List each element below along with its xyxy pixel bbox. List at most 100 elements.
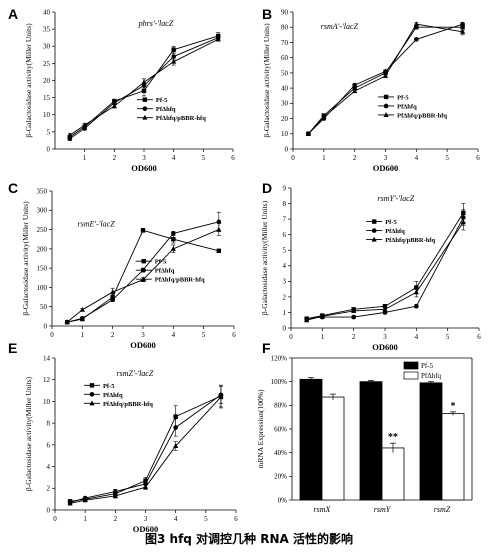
data-point xyxy=(382,304,388,309)
y-axis-label: mRNA Expression(100%) xyxy=(256,389,265,468)
data-point xyxy=(82,126,87,131)
series-line xyxy=(306,212,464,320)
data-point xyxy=(64,319,70,325)
y-tick-label: 80 xyxy=(281,24,289,32)
data-point xyxy=(352,88,358,94)
y-axis-label: β-Galactosidase activity(Miller Units) xyxy=(21,201,30,316)
y-tick-label: 12 xyxy=(43,376,51,384)
data-point xyxy=(216,219,222,225)
y-axis-label: β-Galactosidase activity(Miller Units) xyxy=(260,200,269,315)
x-axis-label: OD600 xyxy=(372,342,398,352)
legend-label: PfΔhfq xyxy=(156,106,176,113)
y-tick-label: 8 xyxy=(283,200,287,208)
y-tick-label: 10 xyxy=(43,111,51,119)
y-tick-label: 5 xyxy=(283,247,287,255)
x-tick-label: 4 xyxy=(172,154,176,162)
bar xyxy=(419,382,443,501)
data-point xyxy=(171,47,176,52)
significance-mark: * xyxy=(451,401,456,412)
y-axis-label: β-Galactosidase activity(Miller Units) xyxy=(24,376,33,491)
data-point xyxy=(459,28,466,34)
y-tick-label: 0 xyxy=(283,324,287,332)
y-tick-label: 10 xyxy=(281,130,289,138)
data-point xyxy=(82,497,88,503)
legend-marker xyxy=(372,219,377,224)
legend-label: PfΔhfq/pBBR-hfq xyxy=(156,115,206,122)
x-tick-label: 2 xyxy=(352,333,356,341)
series-line xyxy=(69,394,222,503)
legend-marker xyxy=(142,97,148,102)
y-tick-label: 8 xyxy=(47,420,51,428)
y-tick-label: 0 xyxy=(285,145,289,153)
data-point xyxy=(319,313,325,319)
y-tick-label: 10 xyxy=(43,398,51,406)
data-point xyxy=(304,317,310,323)
significance-mark: ** xyxy=(388,432,398,443)
x-tick-label: 1 xyxy=(83,154,87,162)
legend-label: PfΔhfq/pBBR-hfq xyxy=(103,401,153,408)
legend-swatch xyxy=(403,361,419,370)
legend-label: Pf-5 xyxy=(103,383,115,390)
x-tick-label: 1 xyxy=(322,154,326,162)
y-tick-label: 4 xyxy=(283,262,287,270)
data-point xyxy=(413,21,419,27)
series-2 xyxy=(67,33,221,142)
series-line xyxy=(66,229,220,323)
x-tick-label: 1 xyxy=(81,331,85,339)
y-tick-label: 0 xyxy=(47,145,51,153)
y-tick-label: 15 xyxy=(43,94,51,102)
data-point xyxy=(171,237,176,242)
legend-swatch xyxy=(403,371,419,380)
data-point xyxy=(352,82,357,88)
y-tick-label: 1 xyxy=(283,309,287,317)
y-tick-label: 0 xyxy=(47,506,51,514)
data-point xyxy=(171,58,177,64)
data-point xyxy=(414,303,419,309)
x-tick-label: 2 xyxy=(113,154,117,162)
data-point xyxy=(414,37,419,42)
x-tick-label: 5 xyxy=(202,154,206,162)
data-point xyxy=(218,394,224,400)
y-tick-label: 14 xyxy=(43,354,51,362)
x-tick-label: 0 xyxy=(53,515,57,523)
data-point xyxy=(141,79,147,85)
x-tick-label: 6 xyxy=(234,515,238,523)
x-tick-label: 0 xyxy=(50,331,54,339)
y-axis-label: β-Galactosidase activity(Miller Units) xyxy=(24,23,33,138)
bar xyxy=(321,396,345,501)
figure-caption: 图3 hfq 对调控几种 RNA 活性的影响 xyxy=(145,532,353,546)
data-point xyxy=(351,308,357,313)
panel-letter: B xyxy=(262,6,272,22)
category-label: rsmY xyxy=(374,505,392,514)
x-axis-label: OD600 xyxy=(130,340,156,350)
y-tick-label: 60% xyxy=(274,425,287,433)
data-point xyxy=(142,484,149,490)
chart-subtitle: rsmY'-'lacZ xyxy=(377,194,414,203)
data-point xyxy=(413,289,419,295)
y-tick-label: 80% xyxy=(274,402,287,410)
y-tick-label: 5 xyxy=(47,128,51,136)
legend-label: PfΔhfq xyxy=(421,372,442,380)
legend-marker xyxy=(383,112,389,117)
x-tick-label: 5 xyxy=(204,515,208,523)
panel-f: F 0% 20% 40% 60% 80% 100% 120% mRNA Expression(1… xyxy=(256,340,473,514)
y-tick-label: 6 xyxy=(47,441,51,449)
y-tick-label: 35 xyxy=(43,26,51,34)
chart-subtitle: rsmZ'-'lacZ xyxy=(117,369,154,378)
y-tick-label: 30 xyxy=(281,100,289,108)
panel-letter: C xyxy=(8,180,18,196)
x-axis-label: OD600 xyxy=(131,163,157,173)
x-tick-label: 5 xyxy=(446,333,450,341)
y-tick-label: 50 xyxy=(281,69,289,77)
data-point xyxy=(113,489,118,494)
y-tick-label: 50 xyxy=(40,303,48,311)
panel-letter: D xyxy=(262,180,272,196)
data-point xyxy=(215,36,221,42)
category-label: rsmZ xyxy=(434,505,451,514)
series-line xyxy=(69,396,222,504)
legend-label: PfΔhfq xyxy=(155,268,175,275)
y-tick-label: 40 xyxy=(43,8,51,16)
legend-label: Pf-5 xyxy=(385,219,397,226)
